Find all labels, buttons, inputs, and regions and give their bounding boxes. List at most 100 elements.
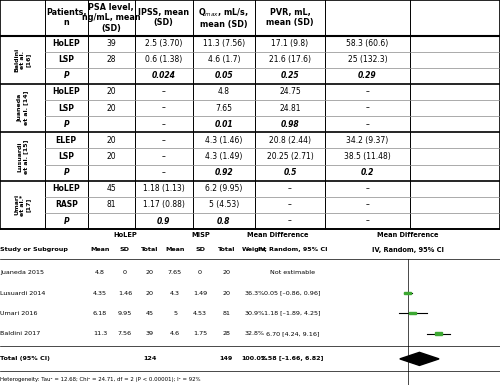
Text: 6.2 (9.95): 6.2 (9.95) bbox=[205, 184, 242, 193]
Text: 24.81: 24.81 bbox=[280, 104, 301, 112]
Text: 4.8: 4.8 bbox=[218, 87, 230, 97]
Text: Umari
et al.*
[17]: Umari et al.* [17] bbox=[14, 194, 31, 216]
Text: –: – bbox=[288, 200, 292, 209]
Text: 20: 20 bbox=[146, 291, 154, 296]
Text: Not estimable: Not estimable bbox=[270, 270, 315, 275]
Text: 0.98: 0.98 bbox=[280, 120, 299, 129]
Text: IPSS, mean
(SD): IPSS, mean (SD) bbox=[138, 8, 190, 27]
Text: Mean Difference: Mean Difference bbox=[377, 232, 438, 238]
Text: 0.92: 0.92 bbox=[214, 168, 233, 177]
Text: 20: 20 bbox=[106, 104, 116, 112]
Text: 20: 20 bbox=[106, 87, 116, 97]
Text: 0.5: 0.5 bbox=[284, 168, 296, 177]
Text: –: – bbox=[366, 87, 370, 97]
Text: 0.9: 0.9 bbox=[157, 216, 170, 226]
Text: 6.70 [4.24, 9.16]: 6.70 [4.24, 9.16] bbox=[266, 331, 320, 336]
Text: 34.2 (9.37): 34.2 (9.37) bbox=[346, 136, 389, 145]
Text: 0.05 [–0.86, 0.96]: 0.05 [–0.86, 0.96] bbox=[264, 291, 321, 296]
Text: RASP: RASP bbox=[55, 200, 78, 209]
Text: Lusuardi 2014: Lusuardi 2014 bbox=[0, 291, 46, 296]
Text: 1.75: 1.75 bbox=[193, 331, 207, 336]
Text: Mean: Mean bbox=[90, 248, 110, 253]
Text: –: – bbox=[162, 120, 166, 129]
Text: –: – bbox=[162, 104, 166, 112]
Text: 5 (4.53): 5 (4.53) bbox=[208, 200, 239, 209]
Text: Baldini
et al.
[16]: Baldini et al. [16] bbox=[14, 48, 31, 72]
Text: 4.6 (1.7): 4.6 (1.7) bbox=[208, 55, 240, 64]
Text: –: – bbox=[366, 184, 370, 193]
Text: 20: 20 bbox=[222, 270, 230, 275]
Text: –: – bbox=[162, 168, 166, 177]
Text: SD: SD bbox=[120, 248, 130, 253]
Text: 7.65: 7.65 bbox=[215, 104, 232, 112]
Text: PSA level,
ng/mL, mean
(SD): PSA level, ng/mL, mean (SD) bbox=[82, 3, 140, 33]
Text: 0.6 (1.38): 0.6 (1.38) bbox=[145, 55, 182, 64]
Text: 21.6 (17.6): 21.6 (17.6) bbox=[269, 55, 311, 64]
Text: Juaneda
et al. [14]: Juaneda et al. [14] bbox=[17, 91, 28, 125]
Text: 11.3: 11.3 bbox=[93, 331, 107, 336]
Text: 81: 81 bbox=[222, 311, 230, 316]
Text: –: – bbox=[366, 216, 370, 226]
Text: Baldini 2017: Baldini 2017 bbox=[0, 331, 40, 336]
Polygon shape bbox=[400, 352, 439, 365]
Text: LSP: LSP bbox=[58, 55, 74, 64]
Text: Q$_{max}$, mL/s,
mean (SD): Q$_{max}$, mL/s, mean (SD) bbox=[198, 6, 249, 29]
Text: LSP: LSP bbox=[58, 152, 74, 161]
Text: ELEP: ELEP bbox=[56, 136, 77, 145]
Text: 58.3 (60.6): 58.3 (60.6) bbox=[346, 39, 389, 48]
Text: Umari 2016: Umari 2016 bbox=[0, 311, 38, 316]
Text: 32.8%: 32.8% bbox=[245, 331, 265, 336]
Text: –: – bbox=[162, 87, 166, 97]
Text: 1.17 (0.88): 1.17 (0.88) bbox=[143, 200, 184, 209]
Text: 36.3%: 36.3% bbox=[245, 291, 265, 296]
Text: 0: 0 bbox=[123, 270, 127, 275]
Text: 28: 28 bbox=[106, 55, 116, 64]
Bar bbox=[410, 312, 416, 315]
Text: 38.5 (11.48): 38.5 (11.48) bbox=[344, 152, 391, 161]
Text: 0.2: 0.2 bbox=[361, 168, 374, 177]
Text: –: – bbox=[366, 104, 370, 112]
Text: 149: 149 bbox=[220, 357, 233, 362]
Text: P: P bbox=[64, 120, 69, 129]
Text: 124: 124 bbox=[144, 357, 156, 362]
Text: 4.6: 4.6 bbox=[170, 331, 180, 336]
Text: Total: Total bbox=[218, 248, 235, 253]
Text: IV, Random, 95% CI: IV, Random, 95% CI bbox=[372, 248, 444, 253]
Text: 20: 20 bbox=[106, 136, 116, 145]
Text: –: – bbox=[366, 200, 370, 209]
Text: 39: 39 bbox=[146, 331, 154, 336]
Text: Weight: Weight bbox=[242, 248, 268, 253]
Text: 25 (132.3): 25 (132.3) bbox=[348, 55, 388, 64]
Text: 0.29: 0.29 bbox=[358, 71, 377, 80]
Text: 1.46: 1.46 bbox=[118, 291, 132, 296]
Text: LSP: LSP bbox=[58, 104, 74, 112]
Text: 7.65: 7.65 bbox=[168, 270, 182, 275]
Text: –: – bbox=[162, 136, 166, 145]
Text: 4.3: 4.3 bbox=[170, 291, 180, 296]
Text: Mean Difference: Mean Difference bbox=[246, 232, 308, 238]
Text: 4.35: 4.35 bbox=[93, 291, 107, 296]
Text: 0.024: 0.024 bbox=[152, 71, 176, 80]
Text: 2.5 (3.70): 2.5 (3.70) bbox=[145, 39, 182, 48]
Text: Total: Total bbox=[142, 248, 159, 253]
Text: 45: 45 bbox=[146, 311, 154, 316]
Text: P: P bbox=[64, 71, 69, 80]
Text: 4.53: 4.53 bbox=[193, 311, 207, 316]
Text: 100.0%: 100.0% bbox=[242, 357, 268, 362]
Text: PVR, mL,
mean (SD): PVR, mL, mean (SD) bbox=[266, 8, 314, 27]
Text: 45: 45 bbox=[106, 184, 116, 193]
Text: MISP: MISP bbox=[192, 232, 210, 238]
Text: Total (95% CI): Total (95% CI) bbox=[0, 357, 50, 362]
Text: Study or Subgroup: Study or Subgroup bbox=[0, 248, 68, 253]
Text: 7.56: 7.56 bbox=[118, 331, 132, 336]
Text: 11.3 (7.56): 11.3 (7.56) bbox=[202, 39, 245, 48]
Text: P: P bbox=[64, 168, 69, 177]
Text: 0.8: 0.8 bbox=[217, 216, 230, 226]
Text: 39: 39 bbox=[106, 39, 116, 48]
Text: 81: 81 bbox=[106, 200, 116, 209]
Text: 20: 20 bbox=[106, 152, 116, 161]
Text: 0.05: 0.05 bbox=[214, 71, 233, 80]
Text: –: – bbox=[288, 184, 292, 193]
Text: SD: SD bbox=[195, 248, 205, 253]
Text: 1.49: 1.49 bbox=[193, 291, 207, 296]
